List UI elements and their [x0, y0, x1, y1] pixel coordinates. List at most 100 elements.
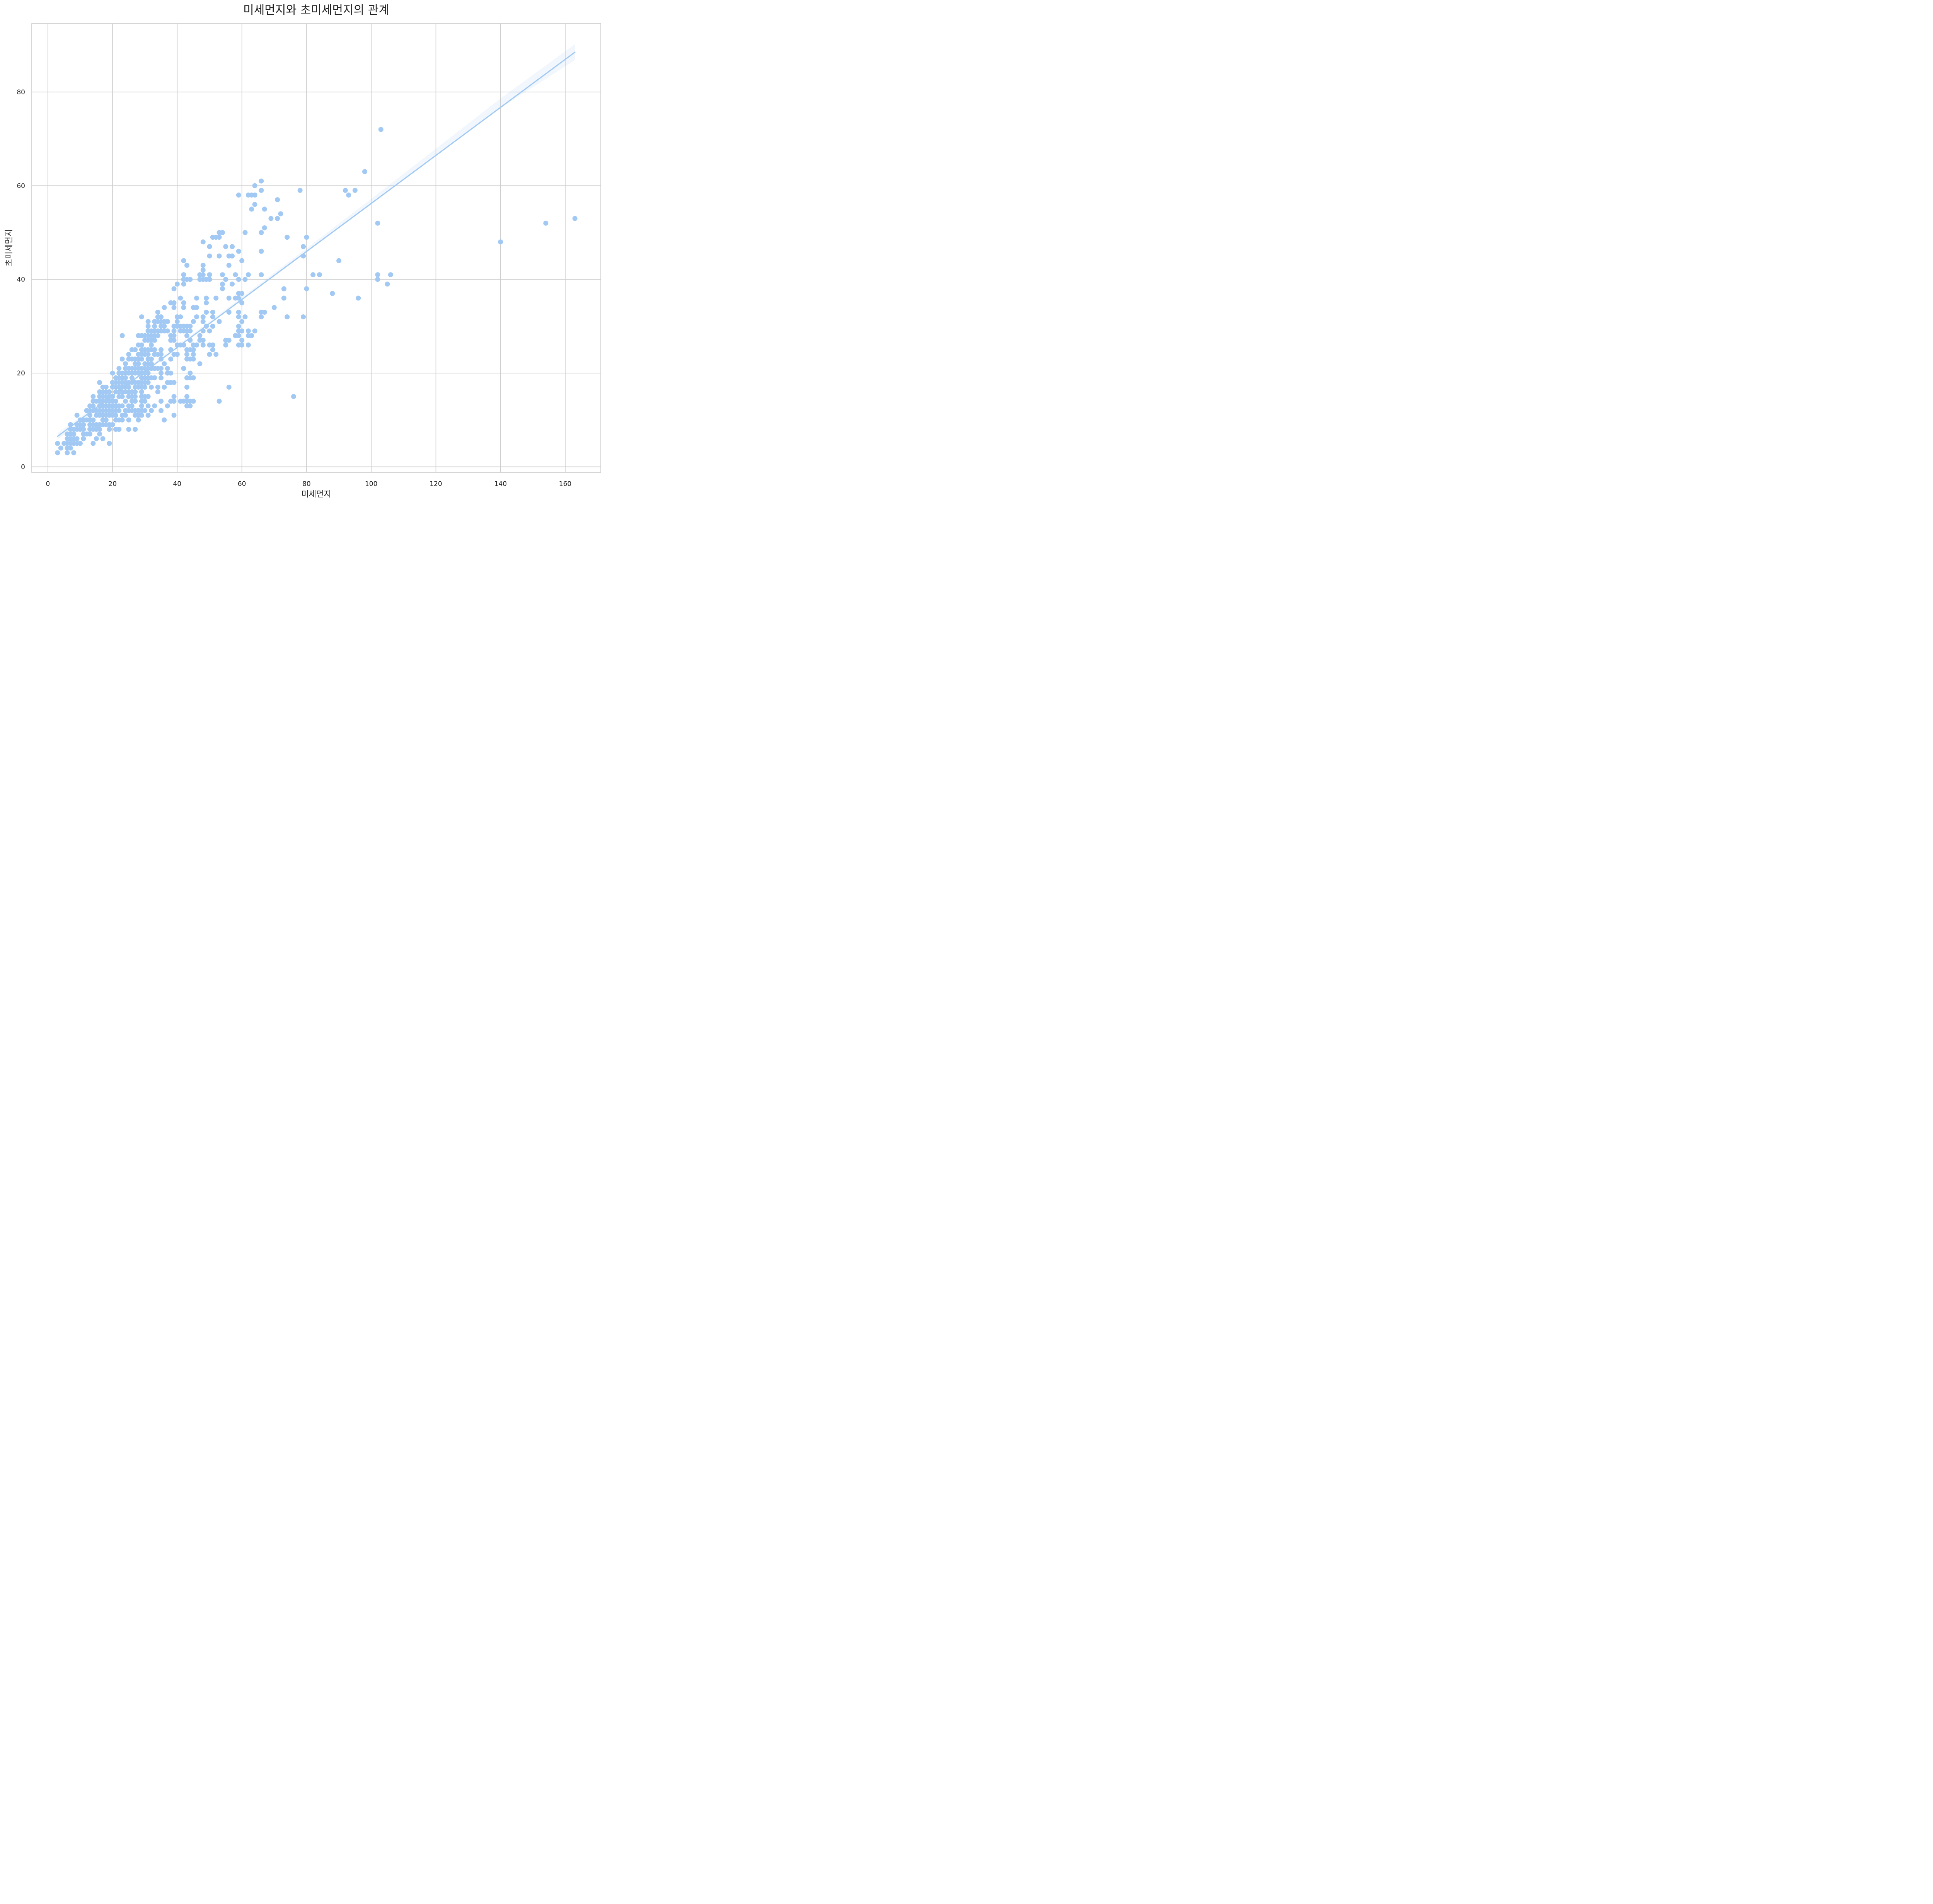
- data-point: [184, 352, 189, 357]
- data-point: [159, 408, 164, 413]
- data-point: [259, 178, 264, 184]
- x-tick-label: 20: [108, 480, 117, 488]
- data-point: [223, 244, 228, 249]
- data-point: [100, 436, 106, 441]
- data-point: [162, 384, 167, 390]
- data-point: [226, 338, 232, 343]
- y-tick-label: 40: [17, 276, 25, 284]
- data-point: [155, 333, 160, 338]
- data-point: [252, 328, 257, 334]
- data-point: [123, 361, 128, 366]
- data-points: [55, 127, 578, 455]
- data-point: [249, 333, 254, 338]
- data-point: [162, 305, 167, 310]
- data-point: [145, 352, 151, 357]
- data-point: [136, 417, 141, 423]
- data-point: [174, 281, 180, 287]
- data-point: [184, 333, 189, 338]
- data-point: [139, 389, 144, 395]
- data-point: [126, 384, 131, 390]
- y-tick-label: 20: [17, 370, 25, 377]
- data-point: [262, 206, 267, 212]
- y-tick-label: 60: [17, 182, 25, 190]
- data-point: [200, 319, 206, 324]
- data-point: [123, 413, 128, 418]
- data-point: [191, 352, 196, 357]
- x-tick-label: 100: [365, 480, 377, 488]
- data-point: [142, 399, 148, 404]
- data-point: [191, 356, 196, 362]
- data-point: [262, 225, 267, 230]
- data-point: [129, 403, 135, 409]
- data-point: [271, 305, 277, 310]
- data-point: [242, 314, 248, 320]
- data-point: [145, 413, 151, 418]
- data-point: [90, 441, 96, 446]
- regression-line: [57, 51, 576, 437]
- data-point: [81, 422, 86, 427]
- data-point: [159, 370, 164, 376]
- data-point: [142, 384, 148, 390]
- data-point: [184, 394, 189, 399]
- data-point: [184, 263, 189, 268]
- data-point: [103, 384, 109, 390]
- data-point: [281, 286, 286, 291]
- data-point: [210, 324, 215, 329]
- data-point: [197, 333, 203, 338]
- data-point: [188, 328, 193, 334]
- data-point: [74, 413, 80, 418]
- data-point: [194, 295, 199, 301]
- data-point: [210, 347, 215, 352]
- data-point: [133, 347, 138, 352]
- data-point: [181, 258, 186, 263]
- data-point: [188, 277, 193, 282]
- data-point: [152, 338, 157, 343]
- data-point: [226, 384, 232, 390]
- data-point: [230, 244, 235, 249]
- data-point: [152, 403, 157, 409]
- data-point: [330, 291, 335, 296]
- data-point: [133, 399, 138, 404]
- data-point: [362, 169, 367, 174]
- data-point: [145, 394, 151, 399]
- data-point: [90, 403, 96, 409]
- data-point: [239, 291, 245, 296]
- data-point: [249, 206, 254, 212]
- data-point: [116, 427, 122, 432]
- data-point: [191, 319, 196, 324]
- data-point: [220, 286, 225, 291]
- data-point: [285, 235, 290, 240]
- data-point: [123, 375, 128, 380]
- data-point: [116, 366, 122, 371]
- data-point: [71, 431, 77, 437]
- data-point: [239, 342, 245, 348]
- data-point: [239, 258, 245, 263]
- data-point: [204, 295, 209, 301]
- data-point: [162, 324, 167, 329]
- x-tick-label: 120: [430, 480, 442, 488]
- chart-title: 미세먼지와 초미세먼지의 관계: [243, 3, 389, 17]
- data-point: [171, 286, 177, 291]
- data-point: [171, 399, 177, 404]
- data-point: [200, 267, 206, 273]
- data-point: [239, 300, 245, 305]
- data-point: [159, 347, 164, 352]
- data-point: [236, 193, 241, 198]
- data-point: [113, 413, 118, 418]
- data-point: [139, 342, 144, 348]
- data-point: [181, 281, 186, 287]
- data-point: [375, 220, 380, 226]
- data-point: [152, 347, 157, 352]
- data-point: [226, 263, 232, 268]
- data-point: [200, 342, 206, 348]
- data-point: [278, 211, 283, 216]
- data-point: [194, 342, 199, 348]
- x-tick-label: 160: [559, 480, 571, 488]
- data-point: [210, 342, 215, 348]
- data-point: [236, 277, 241, 282]
- data-point: [119, 394, 125, 399]
- data-point: [207, 328, 212, 334]
- data-point: [148, 384, 154, 390]
- data-point: [216, 235, 222, 240]
- data-point: [148, 356, 154, 362]
